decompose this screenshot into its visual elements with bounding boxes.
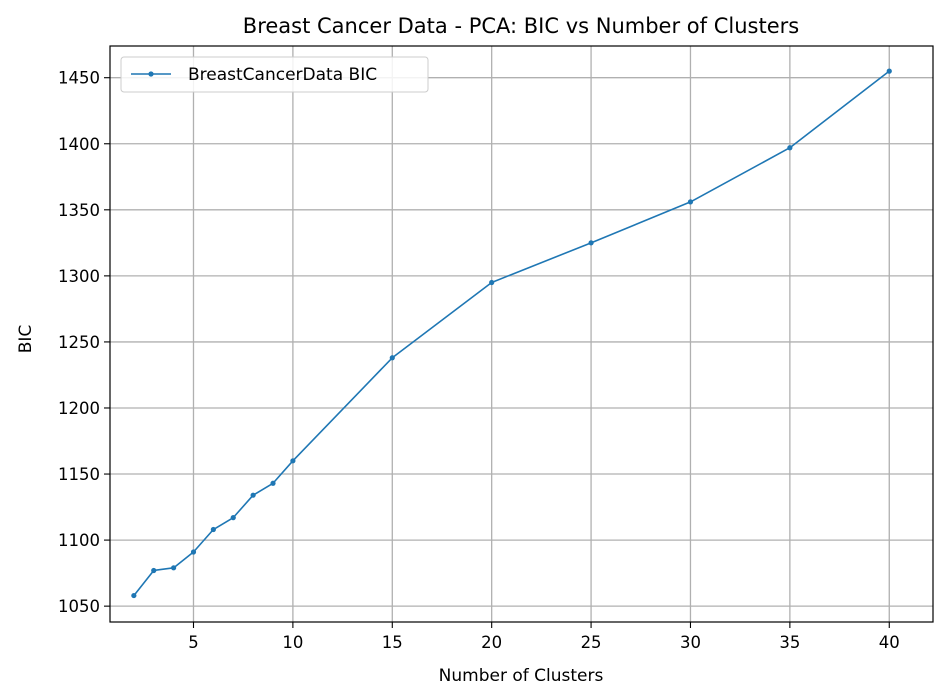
y-tick-label: 1250	[58, 333, 100, 352]
data-point	[171, 565, 177, 571]
x-tick-label: 15	[382, 633, 403, 652]
grid	[110, 46, 933, 622]
x-tick-label: 30	[680, 633, 701, 652]
y-tick-label: 1200	[58, 399, 100, 418]
data-point	[210, 526, 216, 533]
x-tick-label: 5	[188, 633, 199, 652]
y-tick-label: 1050	[58, 597, 100, 616]
data-point	[787, 145, 793, 151]
data-point	[290, 458, 296, 464]
x-tick-label: 10	[282, 633, 303, 652]
y-axis-label: BIC	[16, 325, 36, 354]
data-point	[270, 480, 276, 486]
x-tick-label: 35	[779, 633, 800, 652]
chart-title: Breast Cancer Data - PCA: BIC vs Number …	[243, 14, 799, 38]
data-point	[230, 515, 236, 521]
data-point	[588, 240, 594, 246]
legend-marker-swatch	[148, 71, 154, 77]
data-point	[131, 592, 137, 599]
y-tick-label: 1400	[58, 135, 100, 154]
series-layer	[131, 68, 892, 599]
data-point	[389, 355, 395, 361]
x-tick-label: 25	[581, 633, 602, 652]
x-axis-label: Number of Clusters	[439, 666, 604, 686]
series-line	[133, 70, 890, 597]
y-tick-label: 1350	[58, 201, 100, 220]
y-tick-label: 1450	[58, 69, 100, 88]
legend-box	[120, 56, 429, 93]
axis-ticks: 5 10 15 20 25 30 35 40 1050 1100 1150 1200 1250 1300 1…	[58, 69, 900, 652]
legend-entry-label: BreastCancerData BIC	[188, 65, 377, 85]
plot-frame	[109, 45, 934, 623]
data-point	[250, 492, 256, 498]
data-point	[886, 68, 892, 74]
y-tick-label: 1300	[58, 267, 100, 286]
y-tick-label: 1100	[58, 531, 100, 550]
x-tick-label: 40	[879, 633, 900, 652]
data-point	[151, 567, 157, 574]
x-tick-label: 20	[481, 633, 502, 652]
y-tick-label: 1150	[58, 465, 100, 484]
data-point	[489, 279, 495, 286]
data-point	[687, 199, 694, 205]
data-point	[190, 549, 197, 555]
legend: BreastCancerData BIC	[120, 56, 429, 93]
